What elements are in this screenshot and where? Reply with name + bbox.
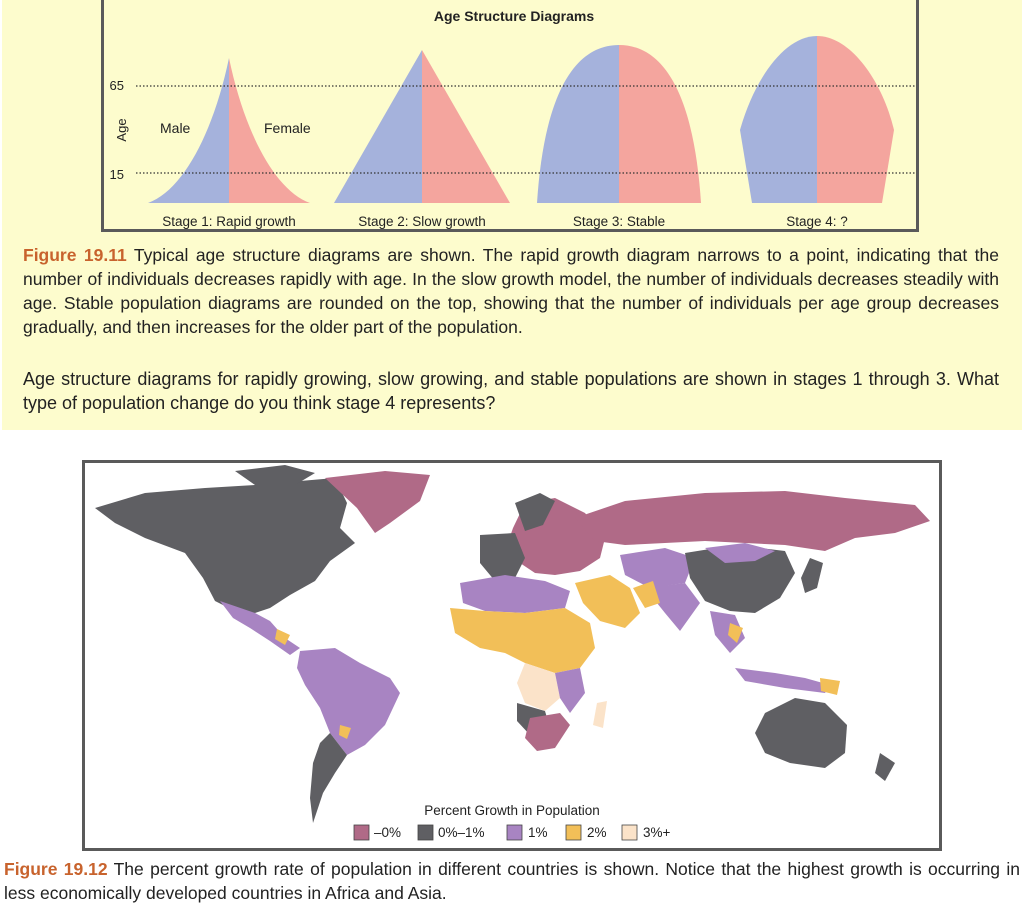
central-africa-3pct xyxy=(517,663,560,711)
legend-swatch-4 xyxy=(621,824,638,841)
scandinavia xyxy=(515,493,555,531)
legend-title: Percent Growth in Population xyxy=(424,803,600,818)
stage4-female-shape xyxy=(817,36,894,203)
legend-label-1: 0%–1% xyxy=(438,825,485,840)
figure-19-11-caption: Figure 19.11 Typical age structure diagr… xyxy=(23,243,999,339)
legend-item-3: 2% xyxy=(565,824,607,841)
mongolia xyxy=(705,543,775,563)
canada-arctic-islands xyxy=(235,465,315,485)
legend-swatch-2 xyxy=(506,824,523,841)
legend-swatch-1 xyxy=(417,824,434,841)
east-africa-1pct xyxy=(555,668,585,713)
legend-label-3: 2% xyxy=(587,825,607,840)
south-america-1pct xyxy=(297,648,400,755)
south-africa-negative xyxy=(525,713,570,751)
legend-label-2: 1% xyxy=(528,825,548,840)
world-growth-map-figure: Percent Growth in Population –0% 0%–1% 1… xyxy=(82,460,942,851)
legend-label-4: 3%+ xyxy=(643,825,671,840)
world-map-svg: Percent Growth in Population –0% 0%–1% 1… xyxy=(95,465,930,841)
legend-label-0: –0% xyxy=(374,825,401,840)
southeast-asia-2pct xyxy=(728,623,743,643)
china-region xyxy=(685,545,795,613)
legend-swatch-0 xyxy=(353,824,370,841)
figure-19-11-text: Typical age structure diagrams are shown… xyxy=(23,245,999,337)
figure-19-11-label: Figure 19.11 xyxy=(23,245,127,265)
stage2-label: Stage 2: Slow growth xyxy=(358,214,486,229)
western-europe-low xyxy=(480,533,525,581)
middle-east-2pct xyxy=(575,575,640,628)
age-tick-65: 65 xyxy=(110,78,124,93)
legend-item-2: 1% xyxy=(506,824,548,841)
madagascar-3pct xyxy=(593,701,607,728)
australia-region xyxy=(755,698,847,768)
stage3-male-shape xyxy=(537,45,619,203)
question-text: Age structure diagrams for rapidly growi… xyxy=(23,369,999,413)
legend-swatch-3 xyxy=(565,824,582,841)
north-africa-1pct xyxy=(460,575,570,613)
north-america-region xyxy=(95,478,355,613)
new-zealand xyxy=(875,753,895,781)
south-america-growth-low xyxy=(310,733,347,823)
stage4-label: Stage 4: ? xyxy=(786,214,848,229)
legend-item-0: –0% xyxy=(353,824,401,841)
stage1-label: Stage 1: Rapid growth xyxy=(162,214,296,229)
central-america-2pct xyxy=(275,629,290,645)
age-structure-svg: Age Structure Diagrams 65 15 Age Male Fe… xyxy=(110,8,916,229)
stage3-label: Stage 3: Stable xyxy=(573,214,665,229)
female-label: Female xyxy=(264,120,311,136)
figure-19-12-text: The percent growth rate of population in… xyxy=(4,859,1020,903)
legend-item-4: 3%+ xyxy=(621,824,671,841)
legend-item-1: 0%–1% xyxy=(417,824,485,841)
age-structure-figure: Age Structure Diagrams 65 15 Age Male Fe… xyxy=(101,0,919,232)
figure-19-12-caption: Figure 19.12 The percent growth rate of … xyxy=(4,857,1020,905)
russia-region xyxy=(575,491,930,551)
japan xyxy=(801,558,823,593)
greenland-region xyxy=(325,471,430,533)
age-axis-label: Age xyxy=(114,118,129,141)
stage2-female-shape xyxy=(422,50,510,203)
stage4-male-shape xyxy=(740,36,817,203)
age-tick-15: 15 xyxy=(110,167,124,182)
stage2-male-shape xyxy=(334,50,422,203)
south-asia-1pct xyxy=(645,583,700,631)
stage1-female-shape xyxy=(229,58,310,203)
stage3-female-shape xyxy=(619,45,701,203)
west-central-africa-2pct xyxy=(450,608,595,673)
figure-19-12-label: Figure 19.12 xyxy=(4,859,108,879)
papua-2pct xyxy=(820,678,840,695)
southeast-asia xyxy=(710,611,745,653)
central-asia-1pct xyxy=(620,548,695,588)
male-label: Male xyxy=(160,120,191,136)
pakistan-2pct xyxy=(633,581,660,608)
indonesia-islands xyxy=(735,668,830,693)
stage1-male-shape xyxy=(148,58,229,203)
figure-title: Age Structure Diagrams xyxy=(434,8,594,24)
paraguay-2pct xyxy=(339,725,351,739)
